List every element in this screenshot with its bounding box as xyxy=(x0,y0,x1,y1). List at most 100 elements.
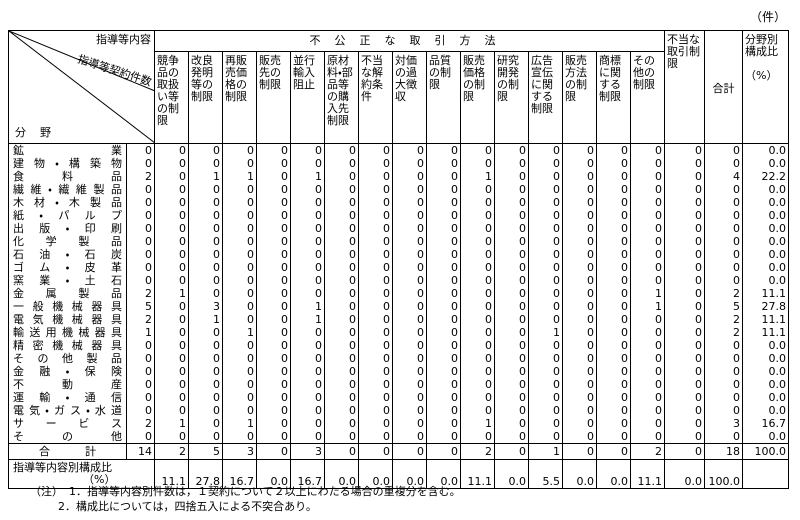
value-cell: 0 xyxy=(630,143,665,157)
value-cell: 5.5 xyxy=(528,459,563,489)
value-cell: 0 xyxy=(528,248,563,261)
value-cell: 0 xyxy=(460,196,495,209)
value-cell: 0 xyxy=(494,248,529,261)
total-cell: 0 xyxy=(704,183,743,196)
value-cell: 0 xyxy=(290,287,325,300)
field-label: 分野 xyxy=(15,126,65,139)
value-cell: 0 xyxy=(324,143,359,157)
value-cell: 0 xyxy=(154,378,189,391)
col-header: 分野別構成比 （%） xyxy=(742,30,789,144)
col-header: 競争品の取扱い等の制限 xyxy=(154,51,189,144)
value-cell: 0 xyxy=(358,261,393,274)
value-cell: 0 xyxy=(290,352,325,365)
share-cell: 0.0 xyxy=(742,248,789,261)
value-cell: 0 xyxy=(324,339,359,352)
unfair-cell: 0 xyxy=(664,391,705,404)
value-cell: 0 xyxy=(256,209,291,222)
value-cell: 0 xyxy=(562,313,597,326)
count-cell: 0 xyxy=(126,404,155,417)
value-cell: 1 xyxy=(188,170,223,183)
total-cell: 0 xyxy=(704,261,743,274)
total-cell: 0 xyxy=(704,352,743,365)
value-cell: 0 xyxy=(324,365,359,378)
value-cell: 0 xyxy=(562,209,597,222)
value-cell: 0 xyxy=(290,196,325,209)
value-cell: 1 xyxy=(154,417,189,430)
col-header: 販売価格の制限 xyxy=(460,51,495,144)
unit: （件） xyxy=(749,10,786,24)
total-cell: 3 xyxy=(704,417,743,430)
value-cell: 0 xyxy=(494,430,529,444)
value-cell: 1 xyxy=(528,326,563,339)
value-cell: 0 xyxy=(528,170,563,183)
value-cell: 0 xyxy=(528,287,563,300)
value-cell: 0 xyxy=(222,404,257,417)
value-cell: 0 xyxy=(392,391,427,404)
value-cell: 0 xyxy=(528,209,563,222)
value-cell: 0 xyxy=(358,404,393,417)
table-row: 金属製品 2 1 0 0 0 0 0 0 0 0 0 0 0 0 0 1 0 2 11.1 xyxy=(8,287,789,300)
value-cell: 0 xyxy=(154,170,189,183)
value-cell: 0 xyxy=(392,235,427,248)
value-cell: 0 xyxy=(426,196,461,209)
unfair-cell: 0 xyxy=(664,261,705,274)
value-cell: 0 xyxy=(494,157,529,170)
value-cell: 0 xyxy=(392,287,427,300)
count-cell: 0 xyxy=(126,235,155,248)
value-cell: 0 xyxy=(494,183,529,196)
value-cell: 0 xyxy=(630,274,665,287)
value-cell: 0 xyxy=(562,326,597,339)
col-header: 合計 xyxy=(704,30,743,144)
value-cell: 0 xyxy=(494,404,529,417)
total-row: 合計 14 2 5 3 0 3 0 0 0 0 2 0 1 0 0 2 0 18 100.0 xyxy=(8,443,789,460)
value-cell: 0 xyxy=(460,326,495,339)
unfair-cell: 0 xyxy=(664,196,705,209)
value-cell: 0 xyxy=(562,378,597,391)
value-cell: 0 xyxy=(290,143,325,157)
value-cell: 0 xyxy=(256,287,291,300)
value-cell: 3 xyxy=(290,443,325,460)
value-cell: 0 xyxy=(222,157,257,170)
value-cell: 0 xyxy=(460,378,495,391)
col-header: 広告宣伝に関する制限 xyxy=(528,51,563,144)
value-cell: 0 xyxy=(562,235,597,248)
value-cell: 0 xyxy=(494,365,529,378)
count-cell: 0 xyxy=(126,378,155,391)
value-cell: 0 xyxy=(460,391,495,404)
note-item: 1．指導等内容別件数は，１契約について２以上にわたる場合の重複分を含む。 xyxy=(69,485,461,498)
group-header: 不公正な取引方法 xyxy=(154,30,665,52)
value-cell: 0 xyxy=(630,209,665,222)
value-cell: 0 xyxy=(188,430,223,444)
value-cell: 0 xyxy=(154,196,189,209)
unfair-cell: 0 xyxy=(664,274,705,287)
value-cell: 0 xyxy=(426,339,461,352)
value-cell: 0 xyxy=(630,261,665,274)
value-cell: 0 xyxy=(222,430,257,444)
value-cell: 0 xyxy=(358,326,393,339)
total-cell: 0 xyxy=(704,248,743,261)
value-cell: 0 xyxy=(222,183,257,196)
value-cell: 0 xyxy=(222,339,257,352)
value-cell: 0 xyxy=(358,391,393,404)
value-cell: 0 xyxy=(596,222,631,235)
share-cell: 0.0 xyxy=(742,222,789,235)
count-cell: 1 xyxy=(126,326,155,339)
col-header: 商標に関する制限 xyxy=(596,51,631,144)
value-cell: 0 xyxy=(562,339,597,352)
unfair-cell: 0 xyxy=(664,352,705,365)
value-cell: 0 xyxy=(596,443,631,460)
value-cell: 0 xyxy=(426,326,461,339)
value-cell: 0 xyxy=(494,170,529,183)
value-cell: 0 xyxy=(324,248,359,261)
share-row-unit: （%） xyxy=(83,473,116,486)
value-cell: 2 xyxy=(460,443,495,460)
value-cell: 0 xyxy=(358,378,393,391)
total-cell: 100.0 xyxy=(704,459,743,489)
value-cell: 5 xyxy=(188,443,223,460)
value-cell: 0 xyxy=(528,235,563,248)
value-cell: 0 xyxy=(154,430,189,444)
value-cell: 0 xyxy=(528,404,563,417)
value-cell: 0 xyxy=(562,391,597,404)
value-cell: 0 xyxy=(460,222,495,235)
value-cell: 0 xyxy=(494,300,529,313)
